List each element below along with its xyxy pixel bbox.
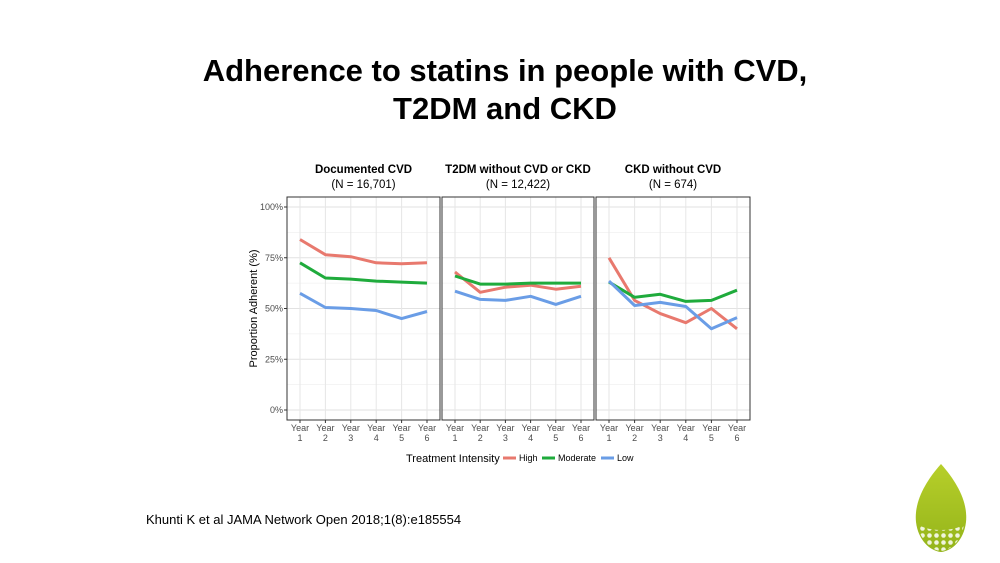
legend-title: Treatment Intensity xyxy=(406,453,500,465)
leaf-logo xyxy=(915,464,967,552)
y-tick-label: 75% xyxy=(265,253,283,263)
series-line-low xyxy=(454,289,582,306)
panel-subtitle: (N = 674) xyxy=(649,179,697,191)
x-tick-label: Year 2 xyxy=(626,423,644,443)
slide-title-line-1: Adherence to statins in people with CVD, xyxy=(202,53,808,88)
x-tick-label: Year 1 xyxy=(291,423,309,443)
x-tick-label: Year 1 xyxy=(600,423,618,443)
series-line-high xyxy=(454,270,582,294)
x-tick-label: Year 2 xyxy=(316,423,334,443)
panel-3: CKD without CVD (N = 674) Year 1 Year 2 Year 3 Y… xyxy=(595,164,751,443)
series-line-high xyxy=(299,238,428,266)
x-tick-label: Year 4 xyxy=(677,423,695,443)
panel-title: T2DM without CVD or CKD xyxy=(445,164,591,176)
x-tick-label: Year 5 xyxy=(702,423,720,443)
panel-border xyxy=(441,196,595,421)
x-tick-label: Year 6 xyxy=(728,423,746,443)
x-tick-label: Year 3 xyxy=(342,423,360,443)
panel-title: CKD without CVD xyxy=(625,164,721,176)
slide-title-line-2: T2DM and CKD xyxy=(393,91,617,126)
x-tick-label: Year 5 xyxy=(393,423,411,443)
x-tick-label: Year 6 xyxy=(572,423,590,443)
x-tick-label: Year 5 xyxy=(547,423,565,443)
panel-subtitle: (N = 12,422) xyxy=(486,179,550,191)
y-tick-label: 0% xyxy=(270,405,283,415)
panel-border xyxy=(595,196,751,421)
x-tick-label: Year 3 xyxy=(651,423,669,443)
legend-label-high: High xyxy=(519,453,538,463)
legend: Treatment Intensity High Moderate Low xyxy=(406,453,634,465)
slide-title: Adherence to statins in people with CVD,… xyxy=(0,52,1000,128)
legend-label-moderate: Moderate xyxy=(558,453,596,463)
panel-subtitle: (N = 16,701) xyxy=(331,179,395,191)
y-tick-label: 100% xyxy=(260,202,283,212)
series-line-moderate xyxy=(608,280,738,303)
panel-title: Documented CVD xyxy=(315,164,412,176)
y-tick-label: 25% xyxy=(265,354,283,364)
series-line-low xyxy=(299,291,428,321)
series-line-low xyxy=(607,280,738,331)
x-tick-label: Year 1 xyxy=(446,423,464,443)
panel-1: Documented CVD (N = 16,701) Year 1 Year 2 Year… xyxy=(286,164,441,443)
y-axis-title: Proportion Adherent (%) xyxy=(248,249,260,367)
x-tick-label: Year 4 xyxy=(367,423,385,443)
legend-label-low: Low xyxy=(617,453,634,463)
citation: Khunti K et al JAMA Network Open 2018;1(… xyxy=(146,512,462,527)
x-tick-label: Year 6 xyxy=(418,423,436,443)
series-line-moderate xyxy=(299,261,428,285)
y-tick-label: 50% xyxy=(265,304,283,314)
panel-2: T2DM without CVD or CKD (N = 12,422) Year 1… xyxy=(441,164,595,443)
x-tick-label: Year 4 xyxy=(522,423,540,443)
x-tick-label: Year 3 xyxy=(496,423,514,443)
series-line-moderate xyxy=(454,274,581,286)
x-tick-label: Year 2 xyxy=(471,423,489,443)
